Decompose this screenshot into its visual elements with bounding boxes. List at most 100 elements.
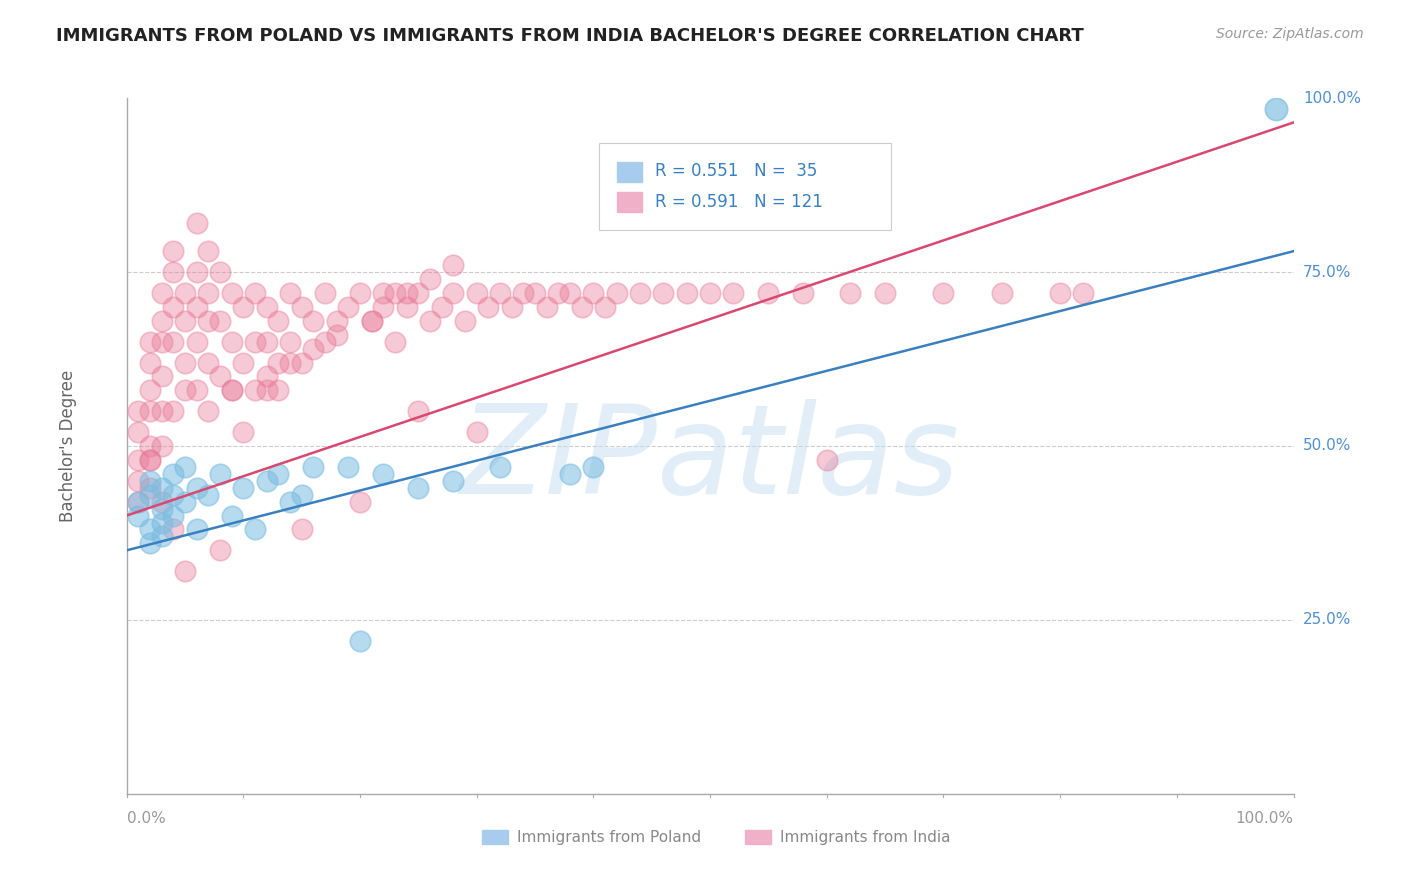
Point (174, 459, 197, 474)
Point (208, 543, 231, 558)
Point (256, 300, 278, 314)
Point (489, 459, 512, 474)
Point (278, 334, 301, 349)
Point (582, 285, 605, 300)
Point (139, 453, 162, 467)
Point (465, 285, 488, 300)
Point (197, 244, 219, 259)
Point (558, 467, 581, 481)
Point (139, 404, 162, 418)
Point (278, 355, 301, 369)
Point (243, 523, 266, 537)
Point (232, 355, 254, 369)
Point (186, 216, 208, 230)
Point (162, 265, 184, 279)
Point (150, 439, 173, 453)
Point (302, 342, 325, 356)
Point (221, 285, 243, 300)
Point (197, 404, 219, 418)
Point (267, 355, 290, 369)
Point (174, 314, 197, 328)
Point (419, 314, 441, 328)
Text: 100.0%: 100.0% (1236, 812, 1294, 826)
Point (290, 523, 312, 537)
Point (267, 314, 290, 328)
Text: 100.0%: 100.0% (1303, 91, 1361, 105)
Point (139, 523, 162, 537)
Point (150, 501, 173, 516)
Point (652, 285, 675, 300)
Point (349, 633, 371, 648)
Point (232, 300, 254, 314)
Point (547, 285, 569, 300)
Point (208, 369, 231, 384)
Point (139, 439, 162, 453)
Point (430, 300, 453, 314)
Point (150, 285, 173, 300)
Point (373, 467, 395, 481)
Point (932, 285, 955, 300)
Point (278, 285, 301, 300)
Point (174, 285, 197, 300)
Point (256, 334, 278, 349)
Point (197, 285, 219, 300)
Point (150, 516, 173, 530)
Point (290, 355, 312, 369)
Point (302, 459, 325, 474)
Point (150, 314, 173, 328)
FancyBboxPatch shape (617, 192, 643, 211)
Point (127, 404, 149, 418)
Text: 50.0%: 50.0% (1303, 439, 1351, 453)
Point (489, 285, 512, 300)
Point (349, 494, 371, 508)
Point (243, 285, 266, 300)
Point (197, 355, 219, 369)
Point (243, 384, 266, 398)
Point (127, 494, 149, 508)
Point (139, 474, 162, 488)
Point (150, 529, 173, 543)
Point (197, 314, 219, 328)
Point (267, 384, 290, 398)
Point (839, 285, 862, 300)
Text: Immigrants from India: Immigrants from India (780, 830, 950, 845)
Point (162, 523, 184, 537)
Point (408, 481, 430, 495)
Point (221, 334, 243, 349)
Point (278, 494, 301, 508)
Point (186, 481, 208, 495)
Text: IMMIGRANTS FROM POLAND VS IMMIGRANTS FROM INDIA BACHELOR'S DEGREE CORRELATION CH: IMMIGRANTS FROM POLAND VS IMMIGRANTS FRO… (56, 27, 1084, 45)
Point (384, 334, 406, 349)
Point (408, 285, 430, 300)
Point (139, 481, 162, 495)
Point (1073, 285, 1095, 300)
Point (454, 314, 477, 328)
Point (815, 453, 838, 467)
Point (186, 384, 208, 398)
Point (186, 334, 208, 349)
Point (441, 258, 464, 272)
Point (302, 314, 325, 328)
Point (174, 384, 197, 398)
Point (243, 334, 266, 349)
Point (221, 384, 243, 398)
Point (360, 314, 382, 328)
Point (162, 488, 184, 502)
Point (314, 285, 336, 300)
Point (232, 481, 254, 495)
Point (558, 285, 581, 300)
Point (523, 285, 546, 300)
Point (360, 314, 382, 328)
Point (127, 508, 149, 523)
Point (290, 488, 312, 502)
Text: 0.0%: 0.0% (127, 812, 166, 826)
Point (792, 285, 814, 300)
Point (127, 474, 149, 488)
Point (186, 523, 208, 537)
Text: 75.0%: 75.0% (1303, 265, 1351, 279)
Text: 25.0%: 25.0% (1303, 613, 1351, 627)
Point (208, 265, 231, 279)
Point (395, 285, 418, 300)
Point (139, 488, 162, 502)
Point (606, 285, 628, 300)
